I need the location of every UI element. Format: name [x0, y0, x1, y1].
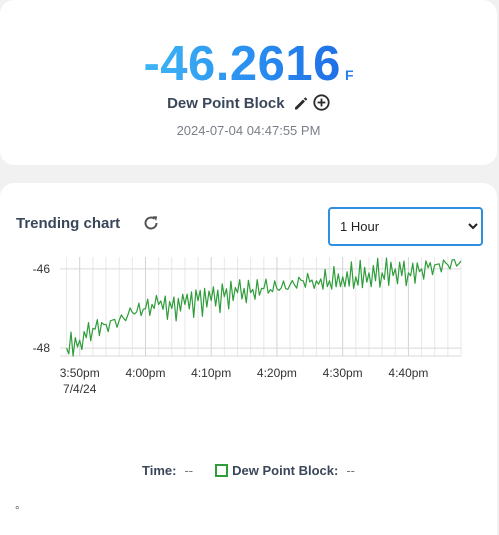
y-tick-label: -48 — [33, 341, 51, 355]
refresh-icon[interactable] — [141, 213, 161, 238]
chart-title: Trending chart — [16, 215, 121, 232]
sensor-label-row: Dew Point Block — [0, 94, 497, 115]
x-tick-label: 4:10pm — [191, 366, 231, 380]
chart-legend: Time: -- Dew Point Block: -- — [0, 463, 497, 478]
sensor-name: Dew Point Block — [167, 95, 285, 112]
value-row: -46.2616 F — [0, 36, 497, 92]
x-tick-label: 4:40pm — [388, 366, 428, 380]
x-axis: 3:50pm 4:00pm 4:10pm 4:20pm 4:30pm 4:40pm 7/4/… — [60, 366, 429, 396]
x-tick-label: 4:20pm — [257, 366, 297, 380]
y-axis: -46 -48 — [33, 262, 51, 355]
trend-chart: -46 -48 3:50pm 4:00pm 4:10pm 4:20pm 4:30pm 4:4… — [33, 257, 462, 396]
y-tick-label: -46 — [33, 262, 51, 276]
chart-grid — [60, 257, 462, 357]
series-lines — [66, 257, 462, 357]
x-tick-label: 4:00pm — [125, 366, 165, 380]
footnote: ° — [15, 505, 20, 517]
time-range-select[interactable]: 1 Hour — [328, 207, 483, 246]
x-tick-label: 4:30pm — [323, 366, 363, 380]
add-circle-icon[interactable] — [313, 94, 330, 115]
chart-card: Trending chart 1 Hour -46 -48 3:50pm 4:00p… — [0, 183, 497, 535]
timestamp: 2024-07-04 04:47:55 PM — [176, 123, 321, 138]
time-value: -- — [184, 463, 194, 478]
pencil-icon[interactable] — [293, 95, 309, 115]
value-card: -46.2616 F Dew Point Block 2024-07-04 04:… — [0, 0, 497, 165]
legend-swatch[interactable] — [215, 464, 229, 477]
series-value: -- — [346, 463, 355, 478]
x-date-label: 7/4/24 — [63, 382, 97, 396]
legend-series-label[interactable]: Dew Point Block: — [232, 463, 339, 478]
time-label: Time: — [142, 463, 177, 478]
x-tick-label: 3:50pm — [60, 366, 100, 380]
series-line-dew-point-block — [66, 257, 462, 357]
unit-label: F — [344, 67, 354, 83]
current-value: -46.2616 — [143, 37, 341, 91]
